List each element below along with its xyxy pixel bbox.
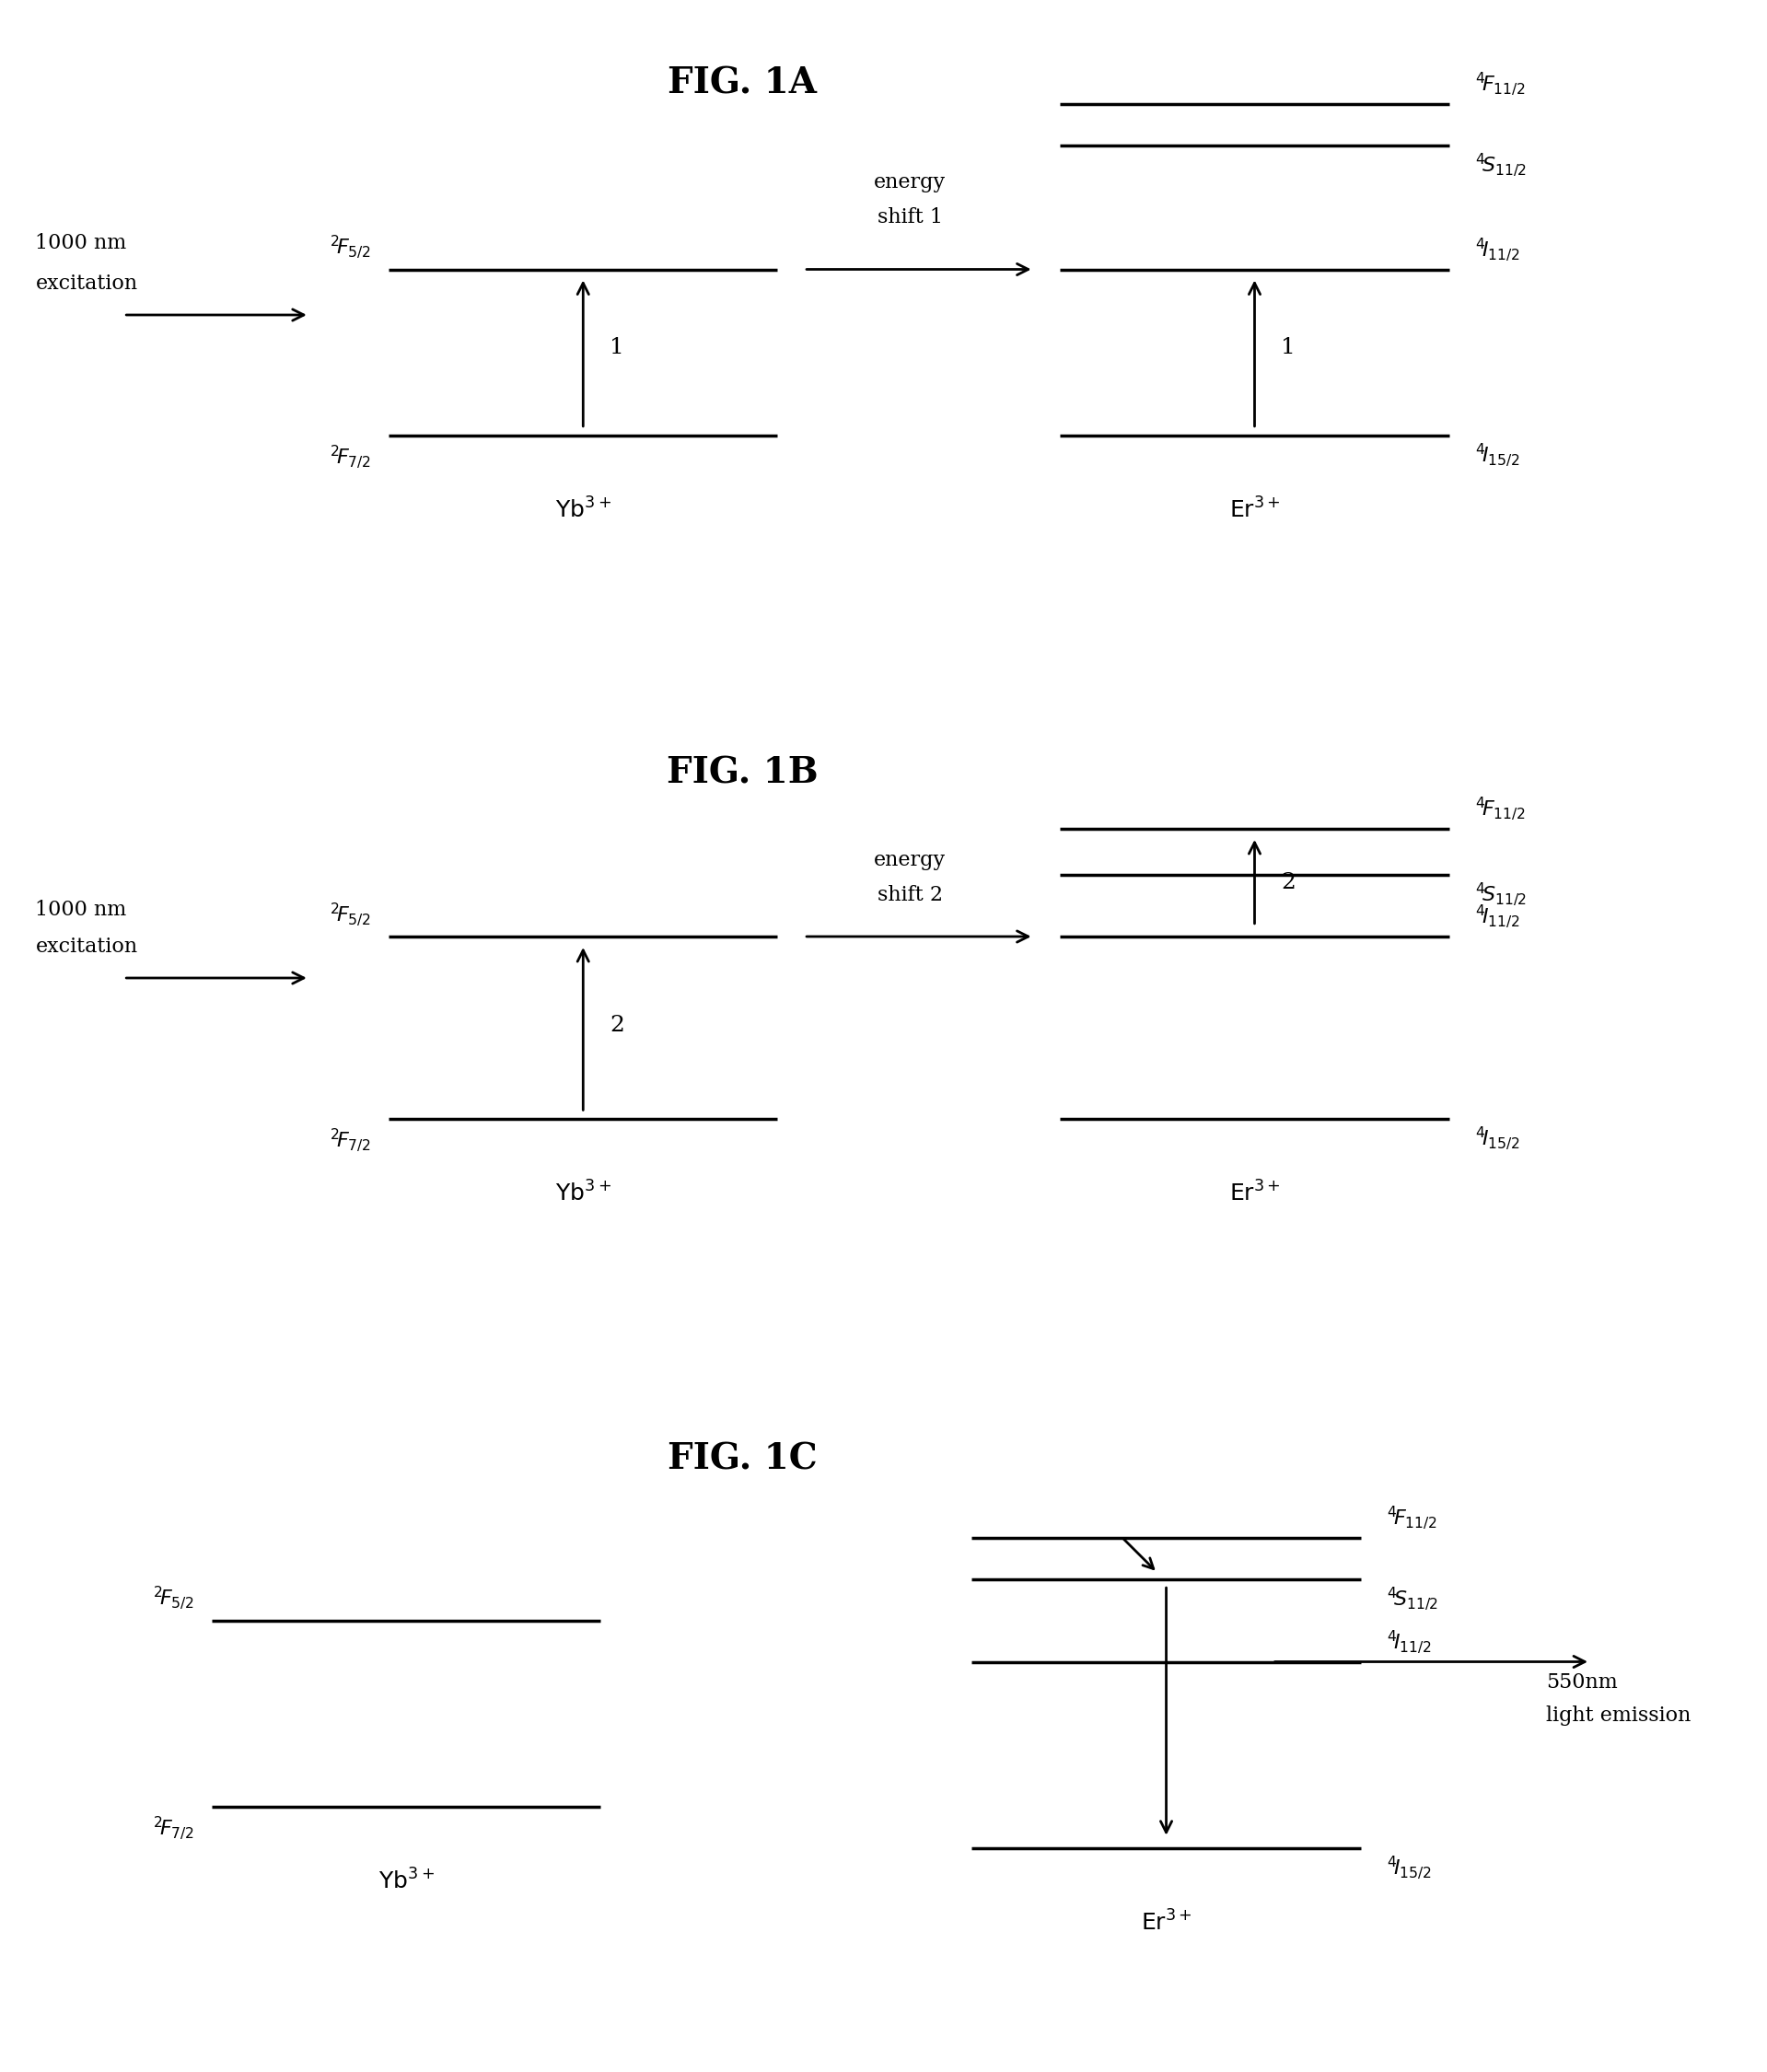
- Text: 550nm: 550nm: [1546, 1672, 1619, 1693]
- Text: $^2\!F_{5/2}$: $^2\!F_{5/2}$: [330, 234, 371, 261]
- Text: $^4\!I_{11/2}$: $^4\!I_{11/2}$: [1475, 903, 1520, 930]
- Text: $\mathrm{Yb}^{3+}$: $\mathrm{Yb}^{3+}$: [555, 497, 611, 522]
- Text: 2: 2: [1281, 872, 1295, 893]
- Text: $\mathrm{Yb}^{3+}$: $\mathrm{Yb}^{3+}$: [555, 1181, 611, 1206]
- Text: $^2\!F_{5/2}$: $^2\!F_{5/2}$: [330, 901, 371, 928]
- Text: FIG. 1A: FIG. 1A: [668, 66, 816, 99]
- Text: 1: 1: [610, 338, 624, 358]
- Text: excitation: excitation: [35, 937, 138, 957]
- Text: $^2\!F_{7/2}$: $^2\!F_{7/2}$: [330, 443, 371, 470]
- Text: $^4\!F_{11/2}$: $^4\!F_{11/2}$: [1387, 1504, 1438, 1531]
- Text: $^4\!S_{11/2}$: $^4\!S_{11/2}$: [1387, 1585, 1438, 1612]
- Text: $^4\!I_{15/2}$: $^4\!I_{15/2}$: [1475, 1125, 1520, 1152]
- Text: $^2\!F_{7/2}$: $^2\!F_{7/2}$: [154, 1815, 194, 1842]
- Text: $^4\!I_{11/2}$: $^4\!I_{11/2}$: [1387, 1629, 1431, 1656]
- Text: $^4\!I_{15/2}$: $^4\!I_{15/2}$: [1475, 441, 1520, 468]
- Text: $^4\!F_{11/2}$: $^4\!F_{11/2}$: [1475, 70, 1527, 97]
- Text: FIG. 1B: FIG. 1B: [666, 756, 818, 789]
- Text: $\mathrm{Er}^{3+}$: $\mathrm{Er}^{3+}$: [1228, 497, 1281, 522]
- Text: $^4\!S_{11/2}$: $^4\!S_{11/2}$: [1475, 151, 1527, 178]
- Text: $^4\!S_{11/2}$: $^4\!S_{11/2}$: [1475, 881, 1527, 908]
- Text: excitation: excitation: [35, 274, 138, 294]
- Text: $\mathrm{Yb}^{3+}$: $\mathrm{Yb}^{3+}$: [378, 1869, 435, 1894]
- Text: $^4\!F_{11/2}$: $^4\!F_{11/2}$: [1475, 796, 1527, 823]
- Text: 2: 2: [610, 1015, 624, 1036]
- Text: energy: energy: [875, 850, 945, 870]
- Text: $\mathrm{Er}^{3+}$: $\mathrm{Er}^{3+}$: [1140, 1910, 1193, 1935]
- Text: $^4\!I_{11/2}$: $^4\!I_{11/2}$: [1475, 236, 1520, 263]
- Text: energy: energy: [875, 172, 945, 193]
- Text: 1000 nm: 1000 nm: [35, 899, 127, 920]
- Text: $^2\!F_{5/2}$: $^2\!F_{5/2}$: [154, 1585, 194, 1612]
- Text: $^4\!I_{15/2}$: $^4\!I_{15/2}$: [1387, 1854, 1431, 1881]
- Text: FIG. 1C: FIG. 1C: [668, 1442, 816, 1475]
- Text: 1000 nm: 1000 nm: [35, 232, 127, 253]
- Text: $^2\!F_{7/2}$: $^2\!F_{7/2}$: [330, 1127, 371, 1154]
- Text: 1: 1: [1281, 338, 1295, 358]
- Text: light emission: light emission: [1546, 1705, 1691, 1726]
- Text: $\mathrm{Er}^{3+}$: $\mathrm{Er}^{3+}$: [1228, 1181, 1281, 1206]
- Text: shift 1: shift 1: [878, 207, 942, 228]
- Text: shift 2: shift 2: [878, 885, 942, 905]
